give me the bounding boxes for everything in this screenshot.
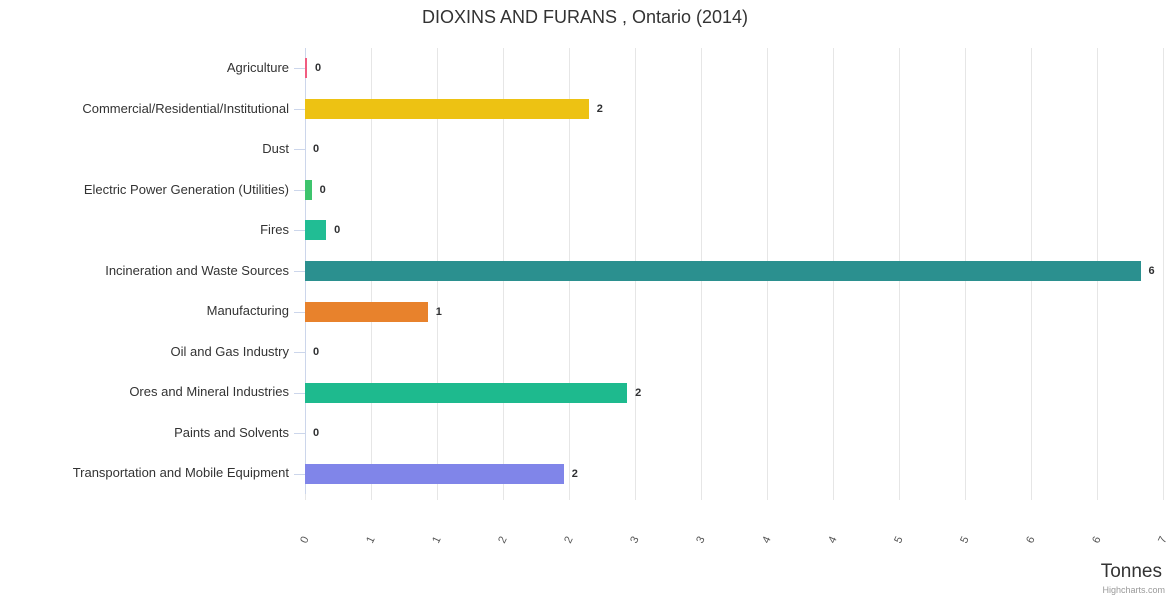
category-tick xyxy=(294,149,305,151)
bar[interactable] xyxy=(305,220,327,241)
category-label: Paints and Solvents xyxy=(174,424,289,440)
x-axis-tick-label: 4 xyxy=(826,534,840,546)
data-label: 0 xyxy=(319,183,326,196)
category-tick xyxy=(294,68,305,70)
bar[interactable] xyxy=(305,179,312,200)
chart-title: DIOXINS AND FURANS , Ontario (2014) xyxy=(421,7,749,27)
x-axis-tick-label: 6 xyxy=(1024,534,1038,546)
category-label: Manufacturing xyxy=(206,303,289,319)
data-label: 6 xyxy=(1148,265,1155,277)
x-axis-tick-label: 2 xyxy=(496,534,510,546)
category-tick xyxy=(294,271,305,272)
category-label: Dust xyxy=(262,141,289,157)
data-label: 0 xyxy=(315,62,322,75)
x-axis-tick-label: 5 xyxy=(958,534,972,546)
category-tick xyxy=(294,311,305,313)
category-label: Commercial/Residential/Institutional xyxy=(82,100,289,116)
bar[interactable] xyxy=(305,382,628,403)
bar[interactable] xyxy=(305,261,1141,281)
x-axis-tick-label: 3 xyxy=(694,534,708,546)
category-axis-labels: Agriculture Commercial/Residential/Instit… xyxy=(0,48,289,494)
highcharts-credit[interactable]: Highcharts.com xyxy=(1102,585,1165,595)
x-axis-tick-label: 1 xyxy=(364,534,378,546)
category-label: Fires xyxy=(260,222,289,238)
plot-area: 0 1 1 2 2 3 3 4 4 5 5 6 6 7 0 2 0 0 0 6 1 0 2 0 2 xyxy=(294,48,1170,545)
data-label: 0 xyxy=(334,224,341,237)
category-tick xyxy=(294,392,305,394)
category-label: Agriculture xyxy=(226,60,289,75)
data-label: 0 xyxy=(313,143,320,156)
category-label: Oil and Gas Industry xyxy=(170,343,290,359)
category-tick xyxy=(294,352,305,354)
x-axis-tick-label: 5 xyxy=(892,534,906,546)
x-axis-tick-label: 6 xyxy=(1090,534,1104,546)
data-label: 0 xyxy=(313,346,320,359)
category-label: Transportation and Mobile Equipment xyxy=(72,465,289,481)
category-tick xyxy=(294,108,305,110)
data-label: 2 xyxy=(596,102,603,115)
data-label: 2 xyxy=(571,467,578,480)
category-tick xyxy=(294,473,305,475)
x-axis-tick-label: 1 xyxy=(430,534,444,546)
data-label: 0 xyxy=(313,427,320,440)
category-label: Ores and Mineral Industries xyxy=(129,384,289,400)
gridline xyxy=(1163,48,1164,500)
x-axis-tick-label: 3 xyxy=(628,534,642,546)
x-axis-title: Tonnes xyxy=(1100,561,1162,582)
data-label: 1 xyxy=(435,305,442,318)
bar[interactable] xyxy=(305,58,307,79)
category-tick xyxy=(294,433,305,435)
bar[interactable] xyxy=(305,463,564,484)
category-label: Incineration and Waste Sources xyxy=(105,262,289,278)
x-axis-tick-label: 0 xyxy=(298,534,312,546)
x-axis-tick-label: 7 xyxy=(1156,534,1170,546)
bar[interactable] xyxy=(305,98,589,119)
category-label: Electric Power Generation (Utilities) xyxy=(83,181,289,197)
category-tick xyxy=(294,230,305,232)
data-label: 2 xyxy=(635,386,642,399)
x-axis-tick-label: 2 xyxy=(562,534,576,546)
category-tick xyxy=(294,189,305,191)
x-axis-tick-label: 4 xyxy=(760,534,774,546)
bar[interactable] xyxy=(305,301,428,322)
